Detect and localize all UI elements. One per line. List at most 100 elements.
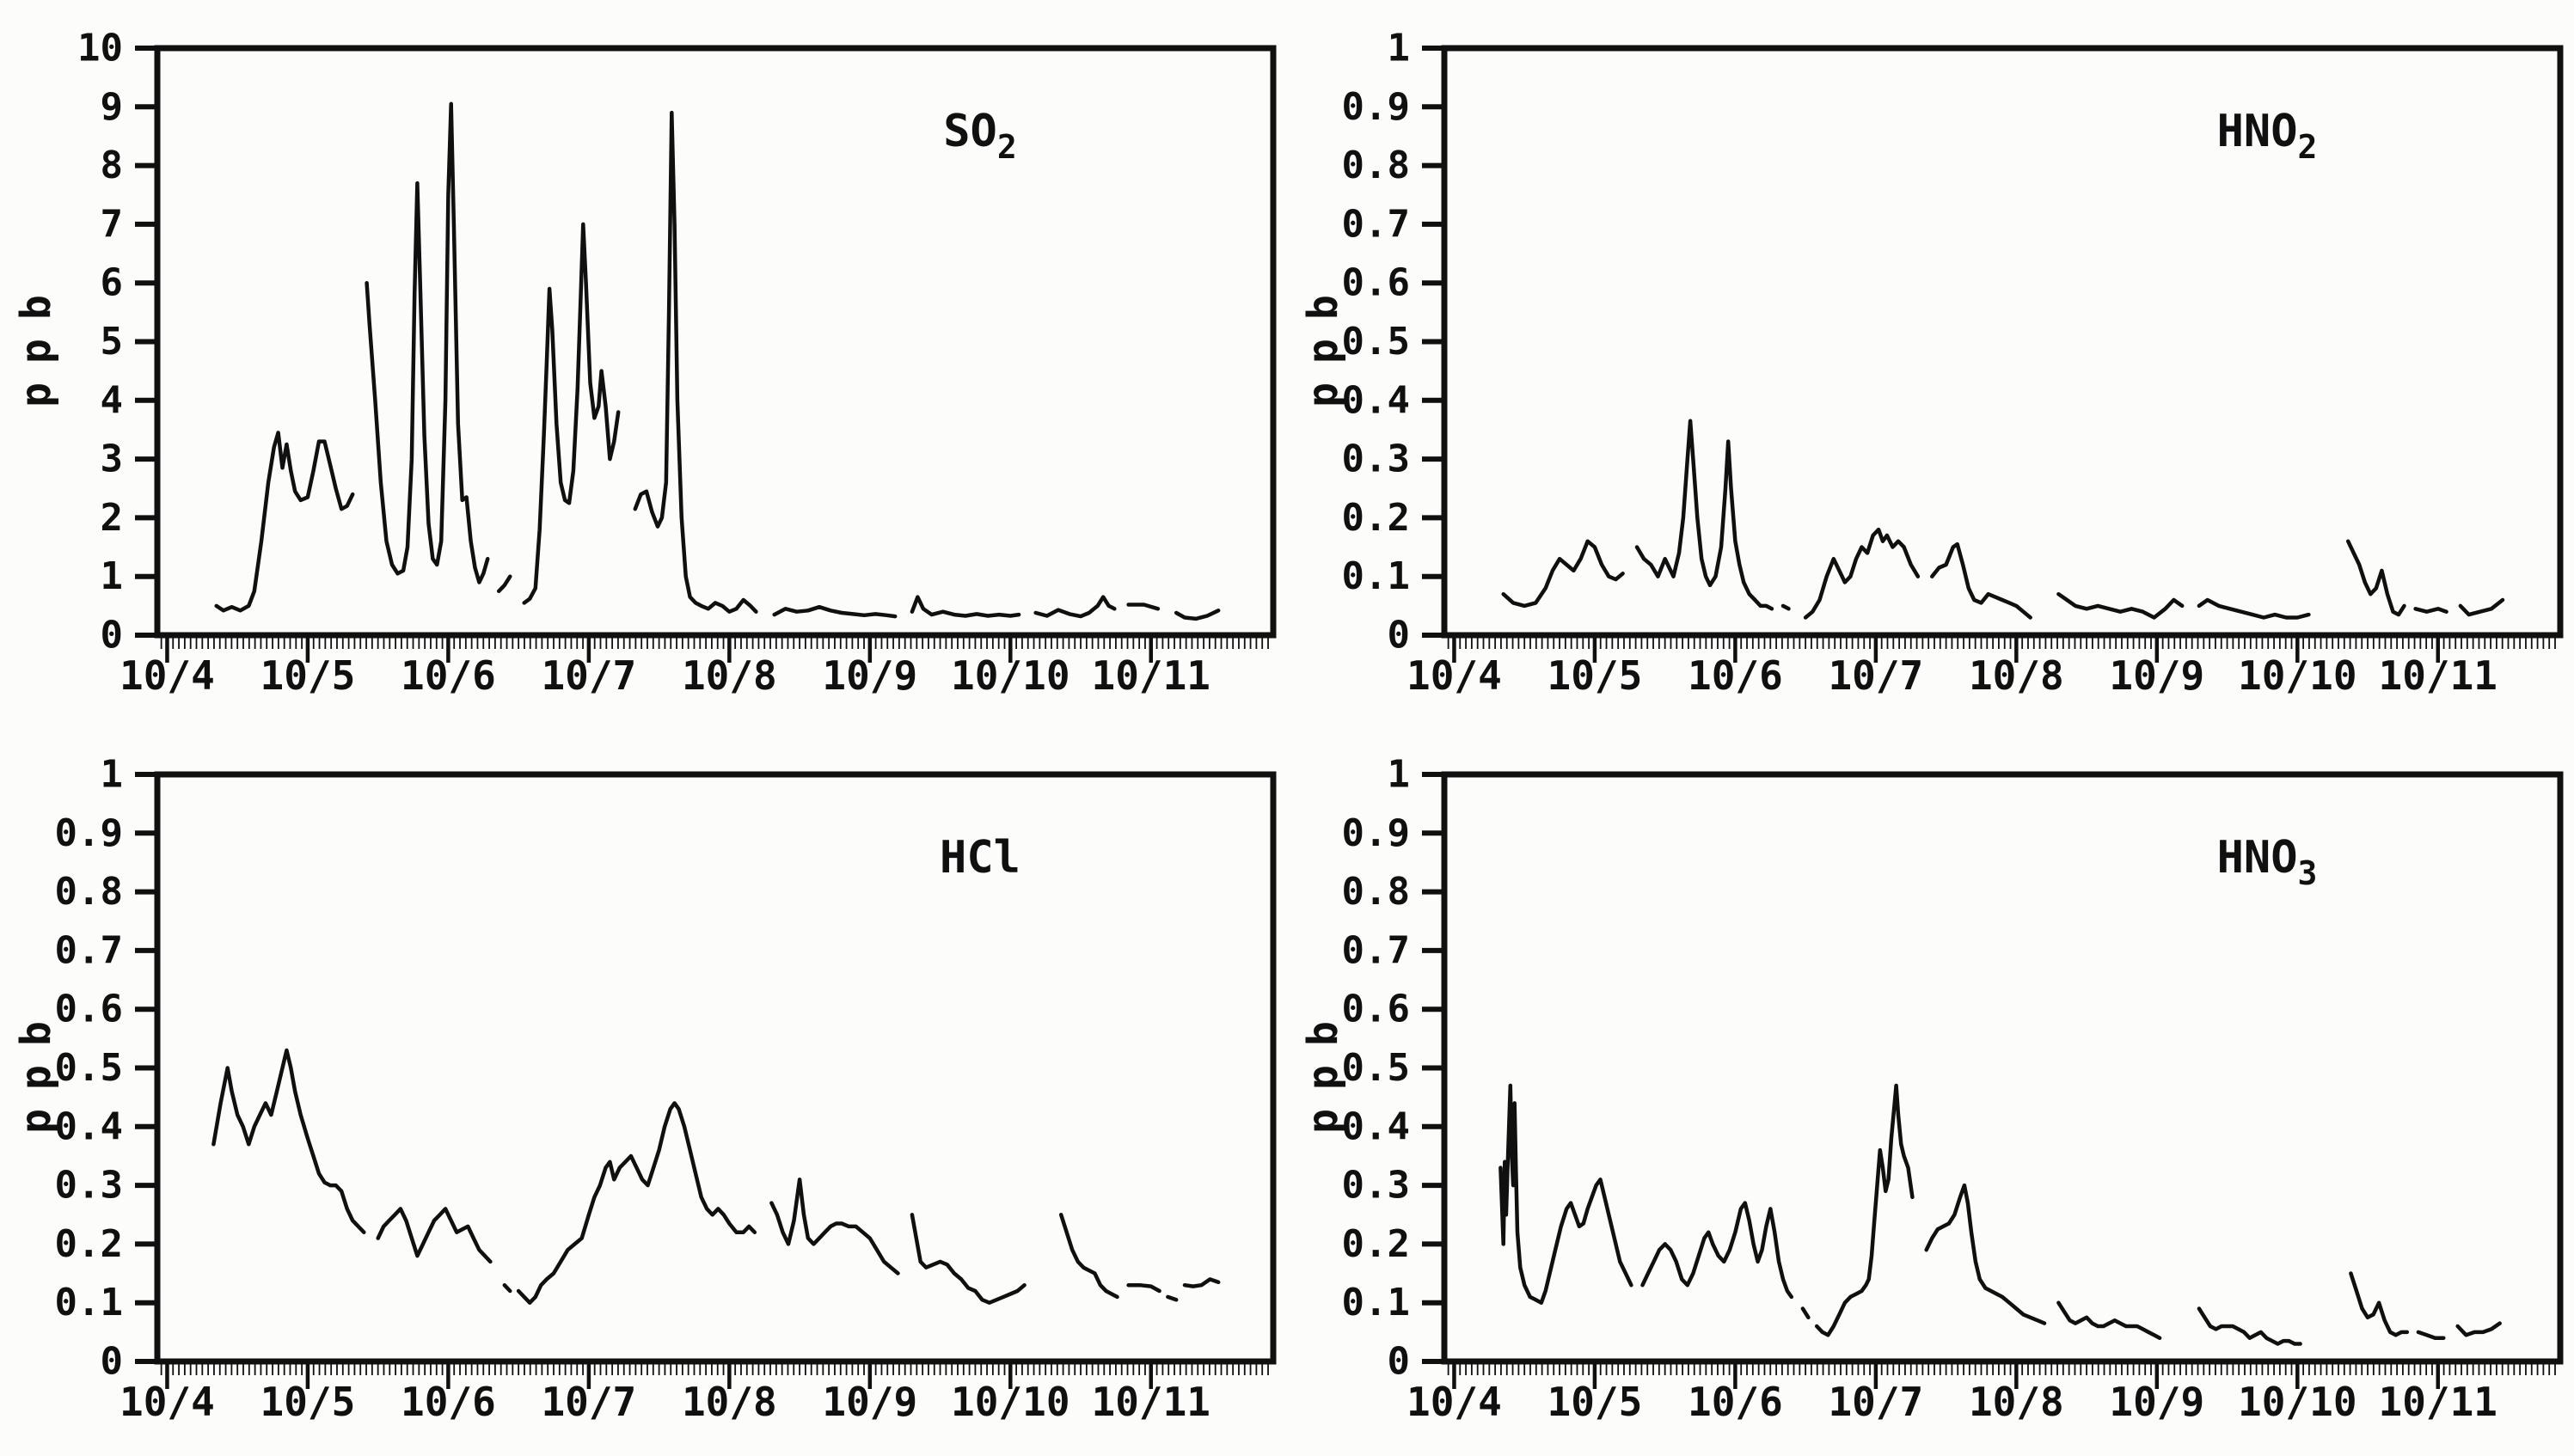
trace-segment (1126, 603, 1161, 611)
x-tick-label: 10/4 (1407, 652, 1502, 699)
y-tick-label: 0.5 (55, 1046, 123, 1090)
x-tick-label: 10/7 (1828, 652, 1923, 699)
y-tick-label: 1 (1388, 27, 1411, 70)
trace-segment (1174, 609, 1221, 621)
y-tick-label: 0 (101, 1340, 124, 1384)
panel-hno3: ppb 0 0.1 0.2 0.3 0.4 0.5 0.6 0.7 0.8 0.9 1 10/4 10… (1287, 726, 2574, 1453)
y-tick-label: 0.5 (1342, 320, 1410, 364)
trace-segment (376, 1207, 493, 1264)
x-tick-label: 10/4 (120, 1379, 215, 1425)
x-tick-label: 10/9 (2109, 652, 2204, 699)
so2-y-ticks: 0 1 2 3 4 5 6 7 8 9 10 (77, 27, 156, 658)
trace-segment (1058, 1213, 1119, 1300)
x-tick-label: 10/6 (1688, 652, 1783, 699)
trace-segment (1640, 1201, 1794, 1300)
y-tick-label: 0.1 (1342, 1281, 1410, 1324)
y-tick-label: 5 (101, 320, 124, 364)
trace-segment (1924, 1183, 2047, 1325)
x-tick-label: 10/11 (1092, 652, 1210, 699)
x-tick-label: 10/8 (682, 652, 777, 699)
plot-border (154, 771, 1277, 1365)
so2-panel-title: SO2 (943, 106, 1017, 166)
y-tick-label: 0.5 (1342, 1046, 1410, 1090)
trace-segment (214, 431, 355, 613)
hcl-plot-border (154, 771, 1277, 1365)
trace-segment (2056, 591, 2185, 620)
trace-segment (910, 595, 1021, 618)
hno2-panel-title: HNO2 (2217, 106, 2318, 166)
y-tick-label: 0.9 (1342, 85, 1410, 129)
hcl-trace (211, 1048, 1221, 1305)
hno3-trace (1498, 1083, 2502, 1346)
trace-segment (2056, 1300, 2162, 1340)
y-tick-label: 0 (101, 614, 124, 658)
y-tick-label: 1 (101, 554, 124, 598)
hcl-panel-title: HCl (940, 832, 1020, 884)
y-tick-label: 0.1 (1342, 554, 1410, 598)
y-tick-label: 0.1 (55, 1281, 123, 1324)
x-tick-label: 10/4 (1407, 1379, 1502, 1425)
trace-segment (1501, 539, 1625, 609)
so2-plot-border (154, 45, 1277, 639)
y-tick-label: 0.8 (1342, 144, 1410, 187)
so2-trace (214, 101, 1221, 621)
x-tick-label: 10/6 (401, 652, 496, 699)
trace-segment (2197, 597, 2311, 620)
so2-y-axis-title: ppb (12, 276, 60, 407)
x-tick-label: 10/10 (951, 652, 1069, 699)
x-tick-label: 10/9 (2109, 1379, 2204, 1425)
trace-segment (365, 101, 490, 584)
y-tick-label: 9 (101, 85, 124, 129)
x-tick-label: 10/5 (260, 1379, 356, 1425)
y-tick-label: 1 (1388, 753, 1411, 797)
x-tick-label: 10/9 (822, 652, 917, 699)
x-tick-label: 10/11 (1092, 1379, 1210, 1425)
y-tick-label: 0.2 (1342, 1222, 1410, 1266)
trace-segment (1033, 595, 1117, 619)
trace-segment (516, 1101, 757, 1305)
trace-segment (2413, 607, 2448, 614)
hno2-chart: ppb 00.10.20.30.40.50.60.70.80.91 10/4 10… (1299, 27, 2564, 699)
y-tick-label: 6 (101, 261, 124, 305)
trace-segment (1498, 1083, 1633, 1305)
hcl-x-ticks: 10/4 10/5 10/6 10/7 10/8 10/9 10/10 10/11 (120, 1364, 1269, 1425)
x-tick-label: 10/10 (2238, 652, 2356, 699)
trace-segment (633, 110, 758, 614)
hno2-trace (1501, 419, 2505, 620)
trace-segment (2197, 1306, 2302, 1346)
trace-segment (2345, 539, 2406, 617)
x-tick-label: 10/6 (401, 1379, 496, 1425)
trace-segment (211, 1048, 366, 1234)
y-tick-label: 0.8 (1342, 870, 1410, 914)
x-tick-label: 10/6 (1688, 1379, 1783, 1425)
plot-border (154, 45, 1277, 639)
x-tick-label: 10/8 (1969, 652, 2064, 699)
hno2-x-ticks: 10/4 10/5 10/6 10/7 10/8 10/9 10/10 10/11 (1407, 638, 2556, 699)
trace-segment (1126, 1282, 1161, 1294)
trace-segment (522, 222, 621, 605)
trace-segment (2349, 1271, 2410, 1337)
trace-segment (2458, 597, 2505, 617)
trace-segment (769, 1178, 900, 1276)
y-tick-label: 0.7 (1342, 202, 1410, 246)
y-tick-label: 0.2 (55, 1222, 123, 1266)
trace-segment (1780, 603, 1791, 611)
trace-segment (496, 574, 512, 594)
y-tick-label: 0.4 (55, 1104, 123, 1148)
x-tick-label: 10/7 (541, 652, 636, 699)
x-tick-label: 10/7 (1828, 1379, 1923, 1425)
trace-segment (1800, 1306, 1811, 1320)
y-tick-label: 0.4 (1342, 378, 1410, 422)
trace-segment (910, 1213, 1027, 1305)
trace-segment (502, 1282, 512, 1294)
y-tick-label: 0.6 (1342, 988, 1410, 1031)
trace-segment (1814, 1083, 1915, 1337)
plot-border (1441, 771, 2564, 1365)
trace-segment (772, 604, 898, 619)
hno3-x-ticks: 10/4 10/5 10/6 10/7 10/8 10/9 10/10 10/11 (1407, 1364, 2556, 1425)
y-tick-label: 0 (1388, 614, 1411, 658)
hcl-chart: ppb 00.10.20.30.40.50.60.70.80.91 10/4 10… (12, 753, 1277, 1425)
hno2-y-axis-title: ppb (1299, 276, 1347, 407)
x-tick-label: 10/10 (951, 1379, 1069, 1425)
